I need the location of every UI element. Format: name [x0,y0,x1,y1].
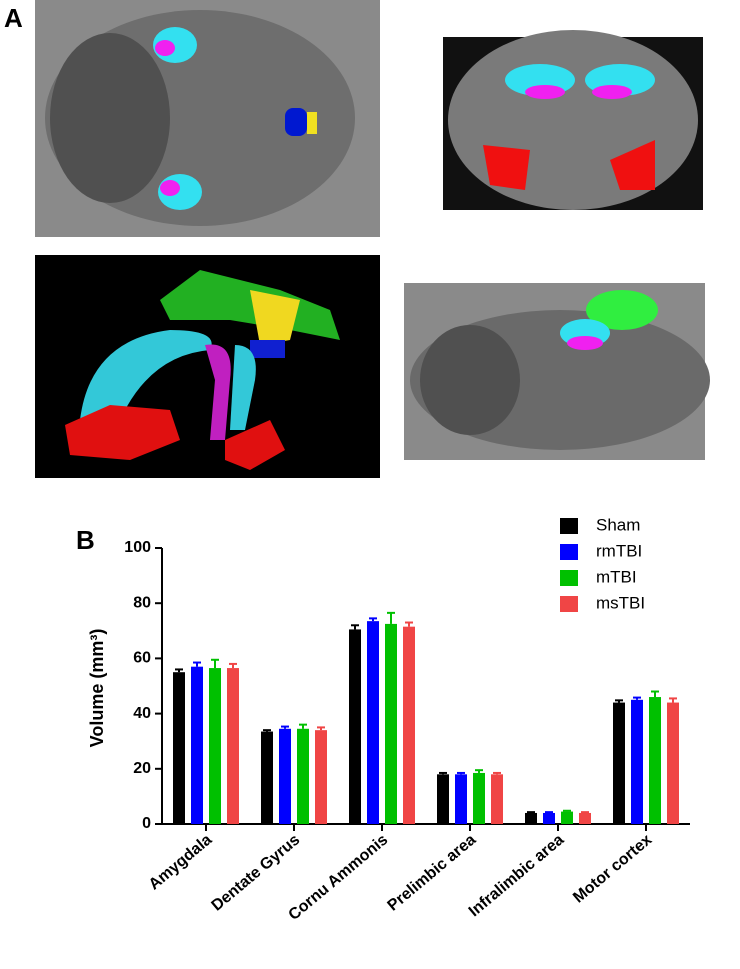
bar [385,623,397,824]
bar [561,811,573,824]
x-tick-label: Dentate Gyrus [209,831,304,914]
mri-axial [35,0,380,237]
bar [227,668,239,824]
bar [649,697,661,824]
x-tick-label: Motor cortex [570,831,655,906]
x-tick-label: Amygdala [146,831,216,893]
legend-swatch [560,570,578,586]
bar [191,666,203,824]
legend-swatch [560,518,578,534]
bar [279,728,291,824]
y-tick-label: 100 [124,539,151,556]
bar [613,702,625,824]
bar [315,730,327,824]
bar [473,772,485,824]
bar [667,702,679,824]
bar [261,731,273,824]
y-tick-label: 40 [133,705,151,722]
bar [209,668,221,824]
bar [349,629,361,824]
legend-label: rmTBI [596,541,642,560]
y-tick-label: 20 [133,760,151,777]
legend-label: msTBI [596,593,645,612]
bar [173,672,185,824]
bar [491,774,503,824]
bar [455,774,467,824]
bar [297,728,309,824]
x-tick-label: Infralimbic area [466,831,568,920]
bar [631,699,643,824]
bar [437,774,449,824]
legend-swatch [560,544,578,560]
bar [543,812,555,824]
legend-label: Sham [596,515,640,534]
bar [579,812,591,824]
x-tick-label: Prelimbic area [385,831,480,914]
legend-swatch [560,596,578,612]
y-tick-label: 60 [133,650,151,667]
y-tick-label: 80 [133,594,151,611]
y-tick-label: 0 [142,815,151,832]
bar [403,626,415,824]
panel-label: B [76,525,95,555]
3d-render [35,255,380,478]
y-axis-label: Volume (mm³) [87,629,107,748]
legend-label: mTBI [596,567,637,586]
panel-label: A [4,3,23,33]
bar [525,812,537,824]
mri-sagittal [404,283,710,460]
bar [367,621,379,824]
mri-coronal [443,30,703,210]
